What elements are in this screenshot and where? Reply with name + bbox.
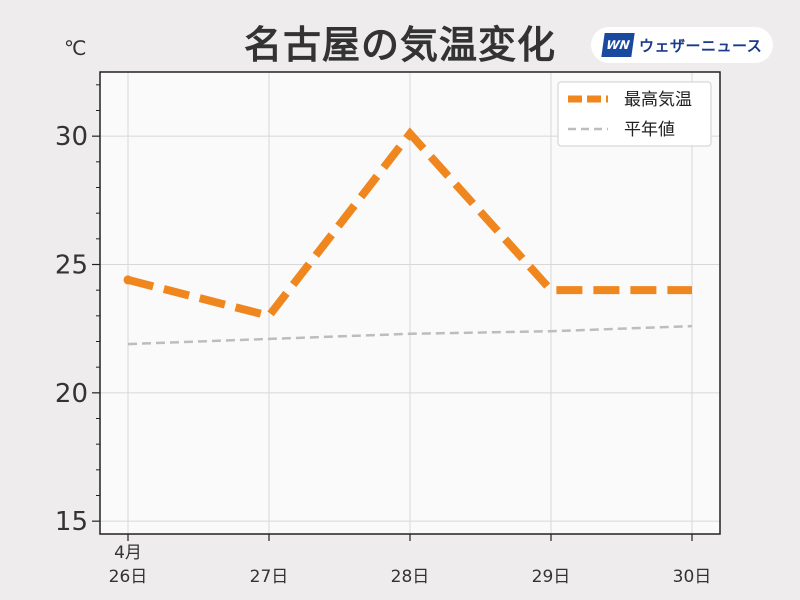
y-tick-label: 25 — [55, 251, 88, 281]
logo-text: ウェザーニュース — [639, 36, 763, 55]
x-month-label: 4月 — [114, 543, 142, 563]
y-tick-label: 15 — [55, 507, 88, 537]
x-tick-label: 30日 — [673, 567, 712, 587]
y-axis-unit: ℃ — [64, 36, 87, 60]
chart-title: 名古屋の気温変化 — [243, 23, 556, 67]
y-tick-label: 30 — [55, 122, 88, 152]
legend-label: 最高気温 — [624, 90, 692, 110]
x-tick-label: 29日 — [532, 567, 571, 587]
weathernews-logo: WN ウェザーニュース — [591, 27, 773, 63]
legend-label: 平年値 — [624, 120, 675, 140]
x-tick-label: 27日 — [250, 567, 289, 587]
series-line-normal — [127, 324, 693, 346]
series-start-point — [123, 275, 133, 285]
y-tick-label: 20 — [55, 379, 88, 409]
x-tick-label: 26日 — [109, 567, 148, 587]
series-line-max-temp — [127, 127, 692, 321]
x-tick-label: 28日 — [391, 567, 430, 587]
